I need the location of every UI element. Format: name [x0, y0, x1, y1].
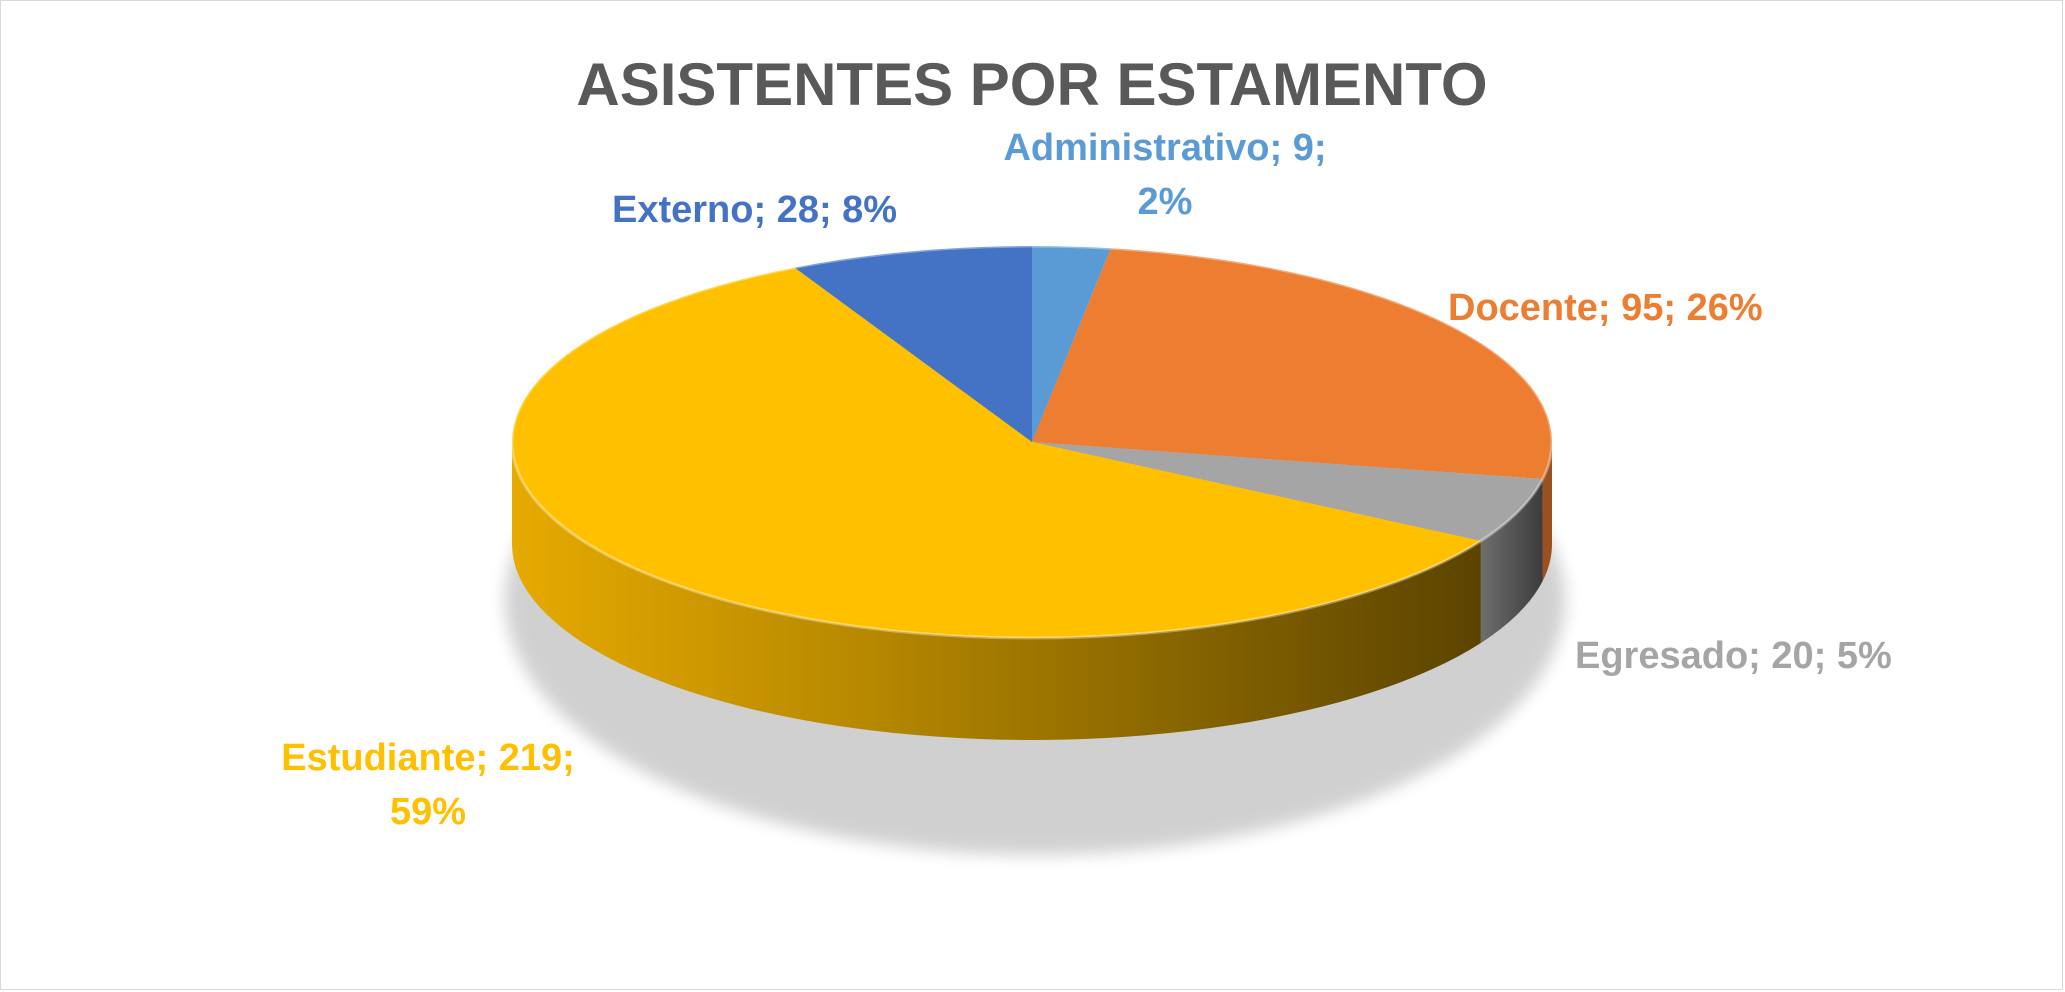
- data-label-line: Egresado; 20; 5%: [1575, 635, 1892, 677]
- slice-administrativo: [1032, 246, 1111, 442]
- slice-docente: [1032, 248, 1552, 480]
- side-estudiante: [512, 442, 1481, 740]
- data-label-line: Docente; 95; 26%: [1448, 287, 1763, 329]
- chart-title: ASISTENTES POR ESTAMENTO: [576, 51, 1487, 118]
- pie-rim-highlight: [510, 244, 1554, 640]
- pie-top: [510, 244, 1554, 640]
- data-label-line: Externo; 28; 8%: [612, 189, 897, 231]
- side-docente: [1542, 442, 1552, 582]
- slice-egresado: [1032, 442, 1543, 541]
- data-label-line: Estudiante; 219;: [281, 737, 575, 779]
- data-label-egresado: Egresado; 20; 5%: [1575, 635, 1892, 677]
- data-label-docente: Docente; 95; 26%: [1448, 287, 1763, 329]
- pie-side: [512, 442, 1552, 740]
- slice-externo: [794, 246, 1032, 442]
- data-label-externo: Externo; 28; 8%: [612, 189, 897, 231]
- pie-labels: Administrativo; 9; 2% Docente; 95; 26% Egre…: [281, 127, 1892, 833]
- data-label-administrativo: Administrativo; 9; 2%: [1003, 127, 1326, 223]
- data-label-estudiante: Estudiante; 219; 59%: [281, 737, 575, 833]
- side-egresado: [1480, 479, 1543, 643]
- data-label-line: 2%: [1138, 181, 1193, 223]
- data-label-line: 59%: [390, 791, 466, 833]
- slice-estudiante: [511, 267, 1481, 638]
- data-label-line: Administrativo; 9;: [1003, 127, 1326, 169]
